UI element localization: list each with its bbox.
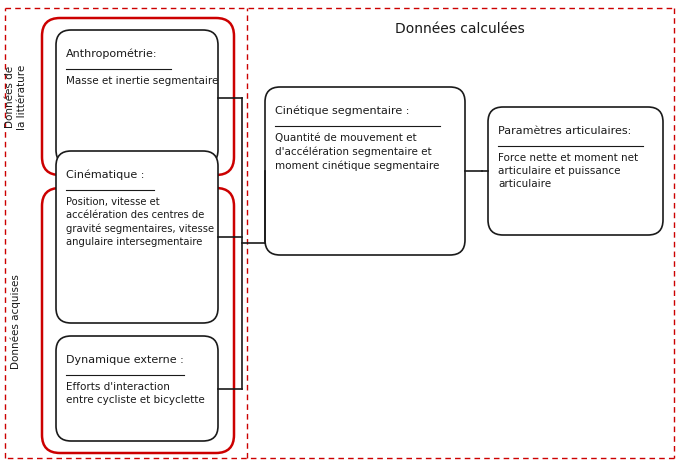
Text: Anthropométrie:: Anthropométrie: — [66, 49, 158, 59]
FancyBboxPatch shape — [56, 336, 218, 441]
Text: Efforts d'interaction
entre cycliste et bicyclette: Efforts d'interaction entre cycliste et … — [66, 381, 205, 404]
Text: Cinématique :: Cinématique : — [66, 169, 145, 180]
Text: Dynamique externe :: Dynamique externe : — [66, 354, 184, 364]
Text: Paramètres articulaires:: Paramètres articulaires: — [498, 126, 631, 136]
Text: Position, vitesse et
accélération des centres de
gravité segmentaires, vitesse
a: Position, vitesse et accélération des ce… — [66, 197, 214, 247]
FancyBboxPatch shape — [265, 88, 465, 256]
Text: Données de
la littérature: Données de la littérature — [5, 64, 26, 129]
Text: Données d'entrée: Données d'entrée — [63, 22, 187, 36]
FancyBboxPatch shape — [488, 108, 663, 236]
Text: Masse et inertie segmentaire: Masse et inertie segmentaire — [66, 76, 219, 86]
FancyBboxPatch shape — [56, 31, 218, 166]
Text: Cinétique segmentaire :: Cinétique segmentaire : — [275, 106, 409, 116]
FancyBboxPatch shape — [56, 152, 218, 323]
Text: Quantité de mouvement et
d'accélération segmentaire et
moment cinétique segmenta: Quantité de mouvement et d'accélération … — [275, 133, 439, 170]
Text: Données calculées: Données calculées — [395, 22, 525, 36]
Text: Force nette et moment net
articulaire et puissance
articulaire: Force nette et moment net articulaire et… — [498, 153, 638, 189]
FancyBboxPatch shape — [42, 188, 234, 453]
Text: Données acquises: Données acquises — [11, 274, 21, 369]
FancyBboxPatch shape — [42, 19, 234, 175]
